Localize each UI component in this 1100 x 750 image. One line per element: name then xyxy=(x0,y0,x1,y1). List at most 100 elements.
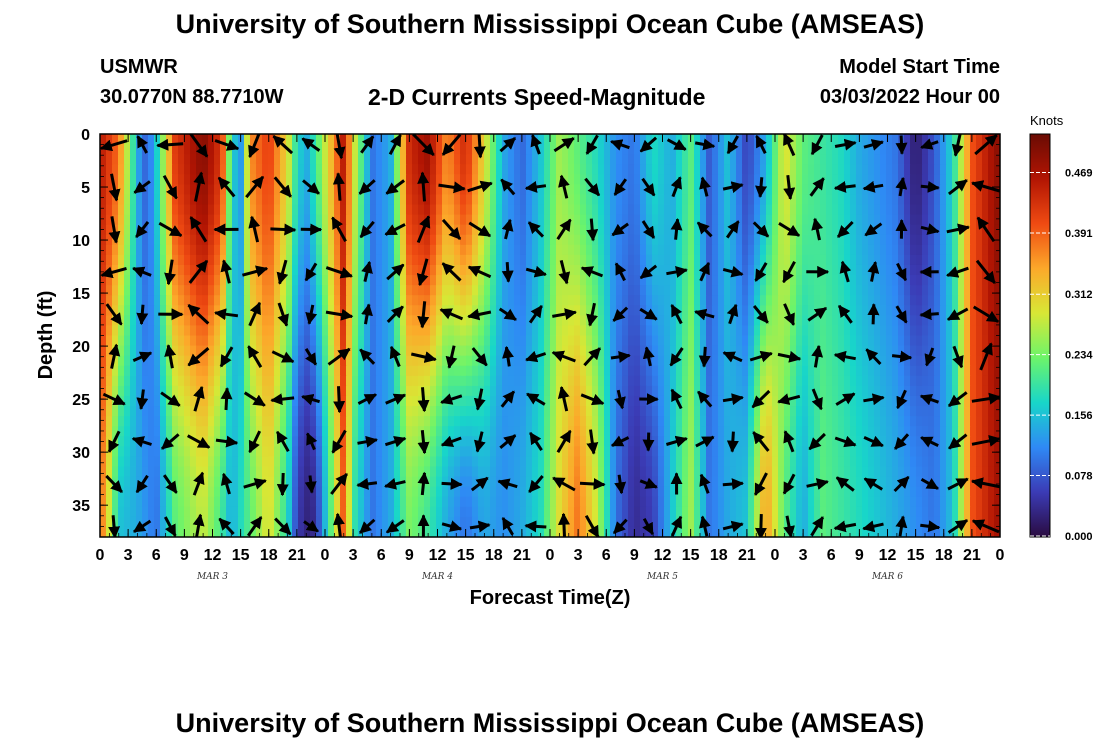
heatmap-cell xyxy=(652,194,659,206)
heatmap-cell xyxy=(646,395,653,407)
heatmap-cell xyxy=(448,134,455,145)
heatmap-cell xyxy=(892,164,899,175)
heatmap-cell xyxy=(802,436,809,447)
heatmap-cell xyxy=(388,325,395,337)
heatmap-cell xyxy=(100,154,107,165)
heatmap-cell xyxy=(364,375,371,387)
heatmap-cell xyxy=(268,335,275,347)
heatmap-cell xyxy=(688,406,695,417)
heatmap-cell xyxy=(754,385,761,397)
heatmap-cell xyxy=(484,436,491,447)
heatmap-cell xyxy=(142,295,149,306)
heatmap-cell xyxy=(874,244,881,256)
heatmap-cell xyxy=(892,264,899,276)
heatmap-cell xyxy=(484,426,491,437)
heatmap-cell xyxy=(892,285,899,296)
heatmap-cell xyxy=(130,285,137,296)
heatmap-cell xyxy=(970,214,977,226)
heatmap-cell xyxy=(460,375,467,387)
heatmap-cell xyxy=(478,365,485,377)
heatmap-cell xyxy=(568,285,575,296)
heatmap-cell xyxy=(298,426,305,437)
heatmap-cell xyxy=(970,456,977,468)
heatmap-cell xyxy=(520,345,527,357)
heatmap-cell xyxy=(598,456,605,468)
heatmap-cell xyxy=(640,164,647,175)
heatmap-cell xyxy=(694,204,701,216)
heatmap-cell xyxy=(406,305,413,316)
heatmap-cell xyxy=(898,416,905,427)
heatmap-cell xyxy=(538,446,545,457)
heatmap-cell xyxy=(268,355,275,367)
heatmap-cell xyxy=(196,204,203,216)
heatmap-cell xyxy=(910,355,917,367)
heatmap-cell xyxy=(292,325,299,337)
heatmap-cell xyxy=(772,315,779,327)
heatmap-cell xyxy=(802,184,809,196)
heatmap-cell xyxy=(916,446,923,457)
heatmap-cell xyxy=(574,335,581,347)
heatmap-cell xyxy=(166,194,173,206)
heatmap-cell xyxy=(220,144,227,155)
heatmap-cell xyxy=(154,204,161,216)
heatmap-cell xyxy=(328,456,335,468)
heatmap-cell xyxy=(796,456,803,468)
heatmap-cell xyxy=(412,134,419,145)
heatmap-cell xyxy=(796,164,803,175)
heatmap-cell xyxy=(262,184,269,196)
heatmap-cell xyxy=(142,234,149,246)
heatmap-cell xyxy=(736,154,743,165)
heatmap-cell xyxy=(826,385,833,397)
heatmap-cell xyxy=(562,355,569,367)
heatmap-cell xyxy=(982,375,989,387)
heatmap-cell xyxy=(910,295,917,306)
heatmap-cell xyxy=(574,406,581,417)
heatmap-cell xyxy=(208,345,215,357)
heatmap-cell xyxy=(814,375,821,387)
heatmap-cell xyxy=(946,446,953,457)
heatmap-cell xyxy=(322,285,329,296)
heatmap-cell xyxy=(406,365,413,377)
heatmap-cell xyxy=(400,144,407,155)
heatmap-cell xyxy=(934,436,941,447)
heatmap-cell xyxy=(862,335,869,347)
heatmap-cell xyxy=(682,355,689,367)
heatmap-cell xyxy=(868,385,875,397)
heatmap-cell xyxy=(610,305,617,316)
heatmap-cell xyxy=(796,406,803,417)
heatmap-cell xyxy=(424,416,431,427)
heatmap-cell xyxy=(682,174,689,185)
heatmap-cell xyxy=(694,164,701,175)
heatmap-cell xyxy=(694,395,701,407)
heatmap-cell xyxy=(544,285,551,296)
heatmap-cell xyxy=(304,285,311,296)
heatmap-cell xyxy=(544,244,551,256)
heatmap-cell xyxy=(880,174,887,185)
heatmap-cell xyxy=(598,365,605,377)
heatmap-cell xyxy=(922,365,929,377)
heatmap-cell xyxy=(292,214,299,226)
heatmap-cell xyxy=(952,275,959,286)
heatmap-cell xyxy=(526,446,533,457)
heatmap-cell xyxy=(934,325,941,337)
heatmap-cell xyxy=(334,224,341,236)
heatmap-cell xyxy=(202,204,209,216)
heatmap-cell xyxy=(130,204,137,216)
heatmap-cell xyxy=(838,385,845,397)
heatmap-cell xyxy=(154,335,161,347)
heatmap-cell xyxy=(478,174,485,185)
heatmap-cell xyxy=(316,285,323,296)
heatmap-cell xyxy=(400,244,407,256)
heatmap-cell xyxy=(700,416,707,427)
heatmap-cell xyxy=(718,184,725,196)
heatmap-cell xyxy=(280,164,287,175)
heatmap-cell xyxy=(694,154,701,165)
heatmap-cell xyxy=(658,184,665,196)
heatmap-cell xyxy=(610,285,617,296)
heatmap-cell xyxy=(430,426,437,437)
heatmap-cell xyxy=(178,164,185,175)
heatmap-cell xyxy=(388,365,395,377)
heatmap-cell xyxy=(742,355,749,367)
heatmap-cell xyxy=(772,194,779,206)
heatmap-cell xyxy=(250,466,257,478)
